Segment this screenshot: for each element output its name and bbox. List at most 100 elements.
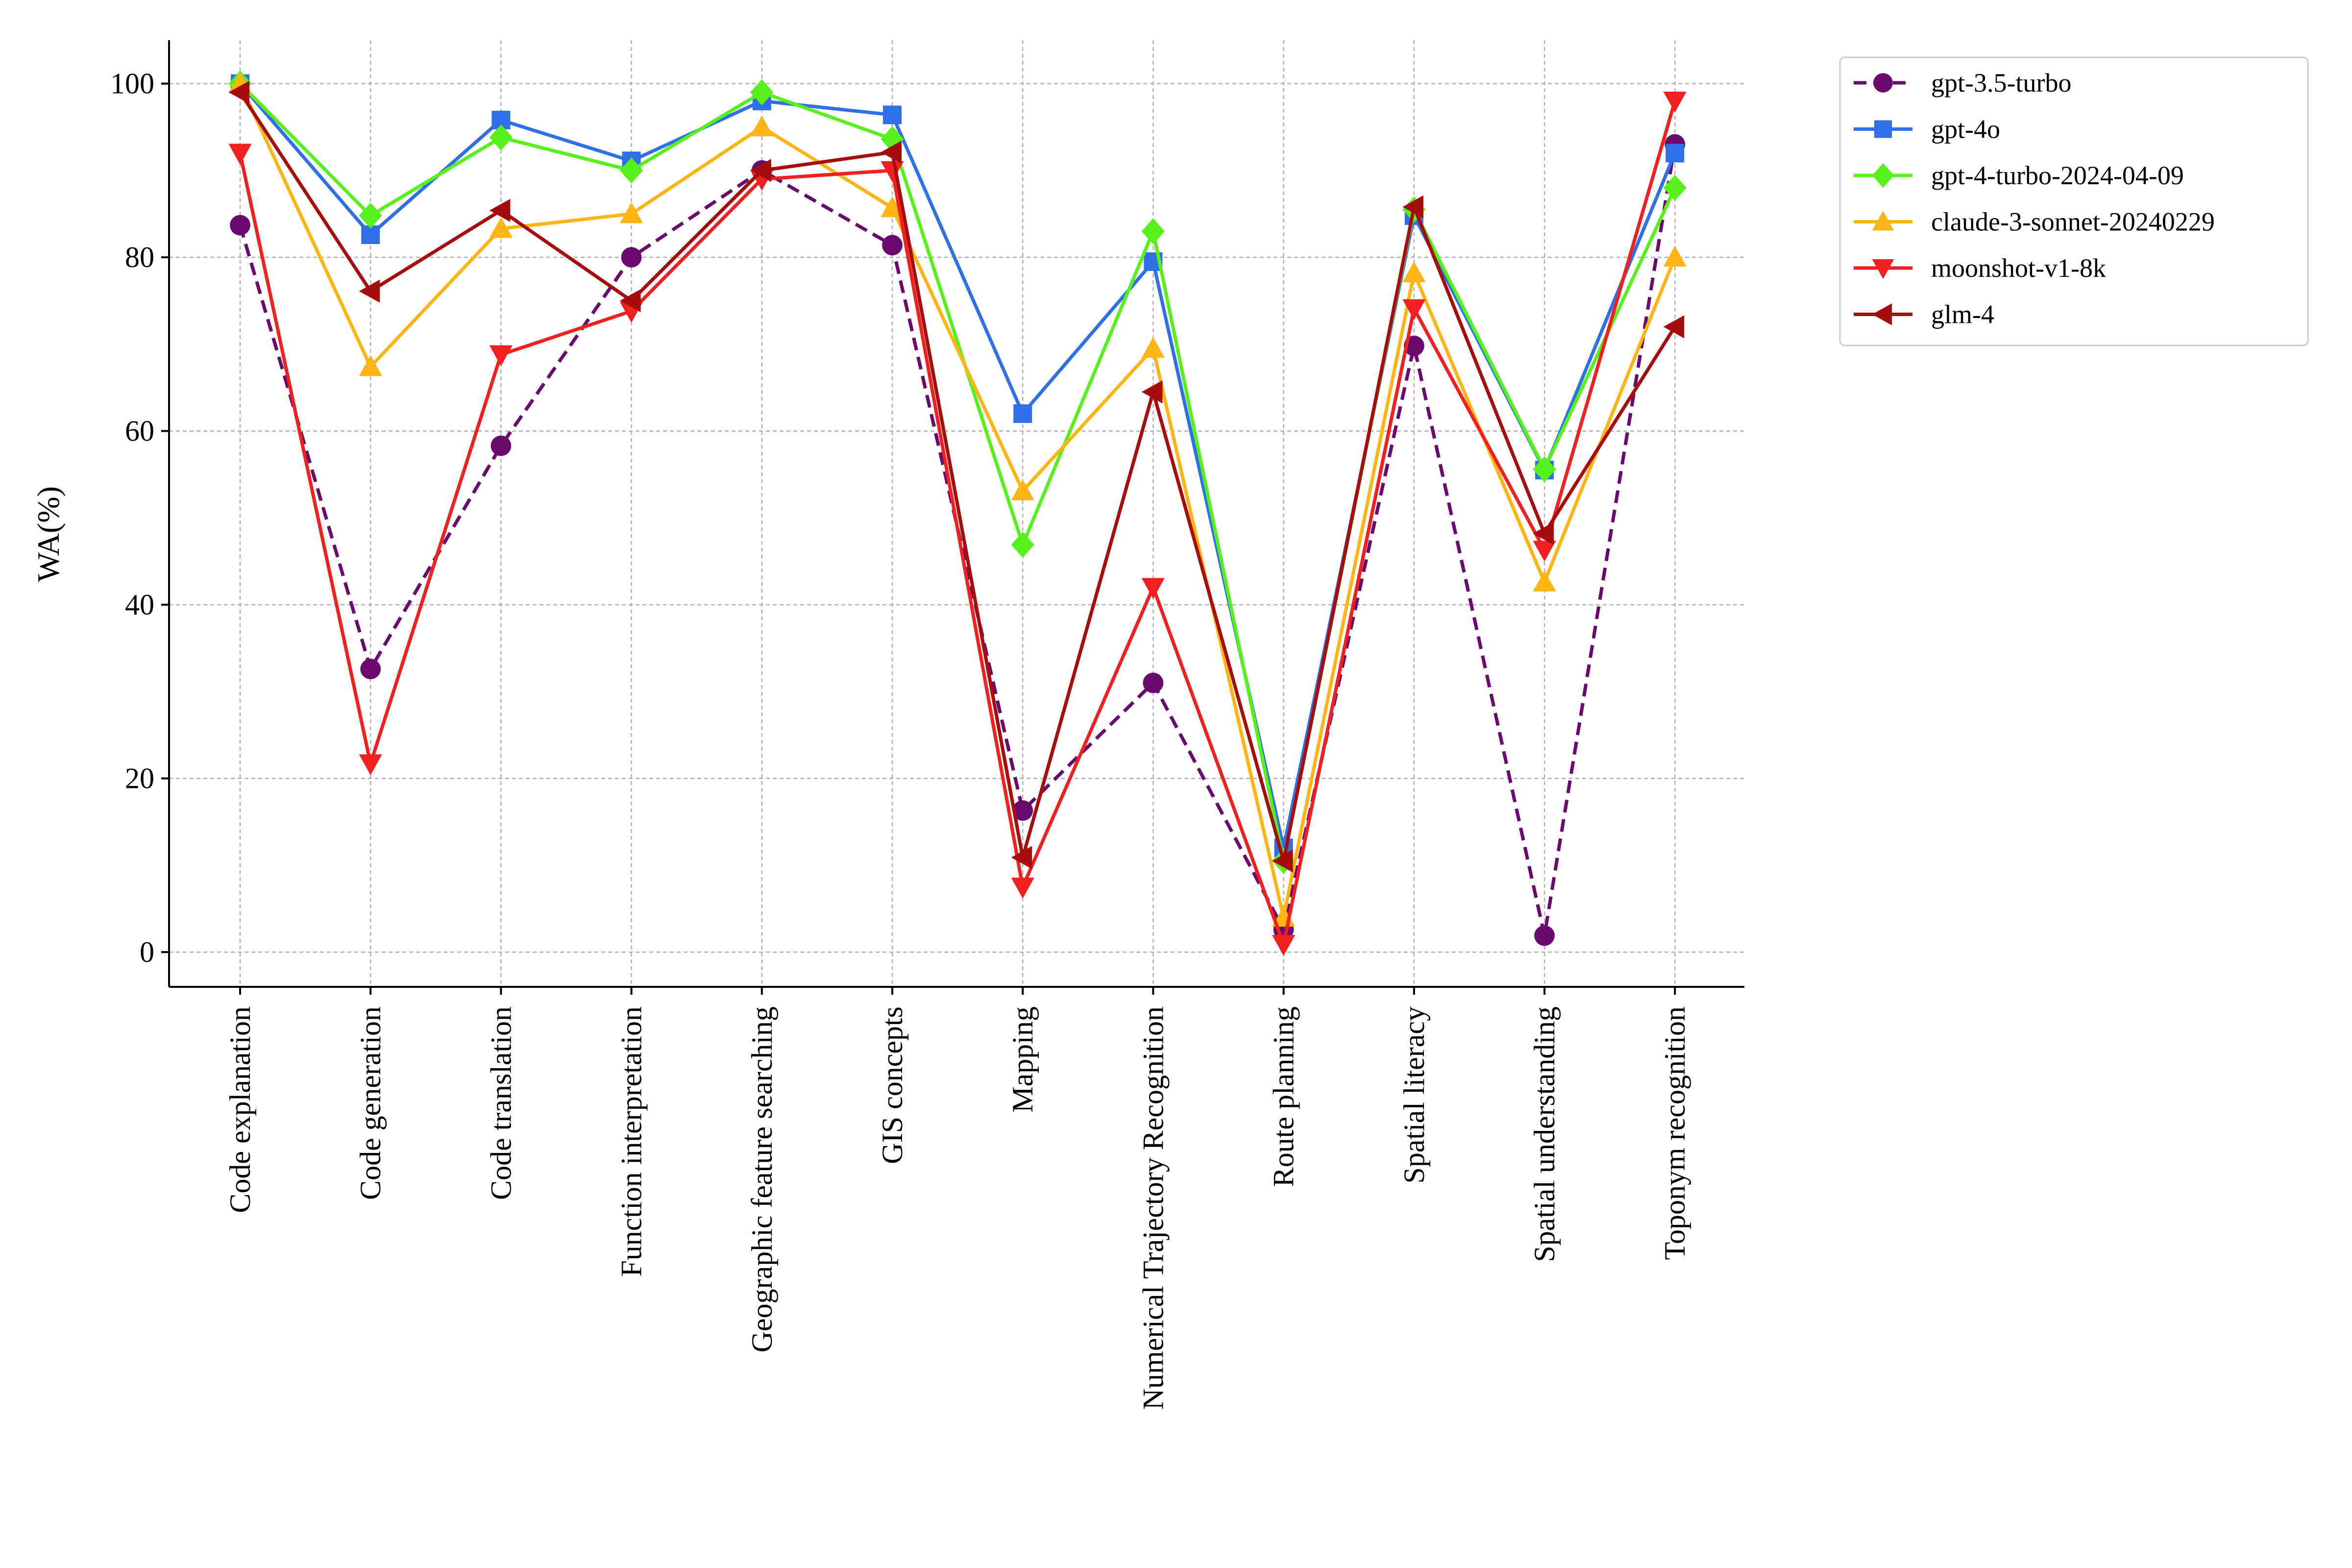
- x-tick-label: Code explanation: [224, 1006, 256, 1213]
- y-tick-label: 20: [125, 762, 154, 795]
- legend-swatch-marker: [1872, 259, 1894, 279]
- data-point: [1402, 195, 1423, 219]
- data-point: [359, 202, 382, 229]
- data-point: [1533, 540, 1556, 562]
- legend-label: glm-4: [1931, 300, 1994, 329]
- legend-swatch-marker: [1872, 211, 1894, 231]
- data-point: [1011, 846, 1032, 869]
- legend-label: gpt-4-turbo-2024-04-09: [1931, 161, 2184, 190]
- x-tick-label: Geographic feature searching: [746, 1006, 778, 1352]
- data-point: [1143, 672, 1164, 693]
- data-point: [360, 659, 381, 680]
- x-tick-label: Spatial literacy: [1398, 1006, 1430, 1184]
- legend-item: gpt-4-turbo-2024-04-09: [1854, 161, 2184, 190]
- data-point: [881, 196, 904, 218]
- tick-labels: 0 20 40 60 80 100 Code explanation Code generat…: [110, 68, 1691, 1410]
- y-tick-label: 40: [125, 588, 154, 621]
- series-line: [238, 83, 1677, 919]
- y-axis-label: WA(%): [31, 486, 66, 582]
- data-point: [1533, 456, 1556, 483]
- data-point: [620, 202, 643, 223]
- data-point: [359, 355, 382, 376]
- data-point: [1663, 315, 1685, 339]
- series-layer: [228, 71, 1687, 956]
- series-claude-3-sonnet-20240229: [228, 72, 1687, 927]
- y-tick-label: 60: [125, 415, 154, 447]
- legend: gpt-3.5-turbo gpt-4o gpt-4-turbo-2024-04-0…: [1839, 56, 2309, 346]
- data-point: [621, 247, 642, 268]
- data-point: [1533, 522, 1554, 545]
- series-line: [239, 91, 1677, 863]
- legend-item: glm-4: [1854, 300, 1994, 329]
- data-point: [1011, 479, 1034, 500]
- x-tick-label: Mapping: [1006, 1006, 1039, 1113]
- legend-label: claude-3-sonnet-20240229: [1931, 207, 2215, 237]
- legend-item: gpt-4o: [1854, 115, 2000, 144]
- data-point: [1141, 218, 1165, 245]
- x-tick-label: GIS concepts: [876, 1006, 908, 1164]
- data-point: [1533, 570, 1556, 592]
- data-point: [750, 79, 774, 105]
- data-point: [1663, 174, 1687, 201]
- x-tick-label: Route planning: [1268, 1006, 1300, 1187]
- axes: [161, 40, 1744, 995]
- legend-swatch-marker: [1872, 303, 1892, 325]
- data-point: [1534, 925, 1555, 946]
- data-point: [1141, 380, 1163, 404]
- x-tick-label: Spatial understanding: [1528, 1006, 1561, 1262]
- data-point: [750, 115, 774, 137]
- data-point: [1141, 578, 1165, 599]
- x-tick-label: Code generation: [354, 1006, 387, 1200]
- legend-swatch-marker: [1874, 120, 1892, 138]
- y-tick-label: 0: [140, 936, 154, 968]
- series-glm-4: [228, 80, 1685, 873]
- data-point: [881, 161, 904, 182]
- legend-label: gpt-3.5-turbo: [1931, 68, 2071, 98]
- data-point: [489, 217, 513, 238]
- legend-label: moonshot-v1-8k: [1931, 253, 2106, 283]
- legend-item: gpt-3.5-turbo: [1854, 68, 2071, 98]
- legend-swatch-marker: [1872, 163, 1894, 188]
- legend-item: moonshot-v1-8k: [1854, 253, 2106, 283]
- data-point: [1402, 261, 1426, 283]
- data-point: [620, 157, 643, 184]
- data-point: [750, 159, 771, 182]
- data-point: [359, 754, 382, 776]
- data-point: [1013, 404, 1032, 423]
- data-point: [882, 235, 903, 256]
- series-line: [238, 100, 1677, 946]
- data-point: [489, 345, 513, 367]
- series-line: [238, 144, 1677, 937]
- data-point: [1011, 532, 1034, 558]
- data-point: [228, 80, 249, 104]
- data-point: [1666, 144, 1685, 163]
- data-point: [1012, 800, 1033, 821]
- legend-box: [1839, 56, 2309, 346]
- x-tick-label: Toponym recognition: [1659, 1006, 1691, 1260]
- data-point: [359, 279, 380, 303]
- data-point: [1663, 245, 1687, 267]
- x-tick-label: Code translation: [485, 1006, 517, 1200]
- y-tick-label: 100: [110, 68, 154, 100]
- data-point: [1272, 935, 1296, 956]
- y-tick-label: 80: [125, 241, 154, 273]
- data-point: [883, 105, 902, 124]
- data-point: [1663, 92, 1687, 113]
- legend-swatch-marker: [1873, 73, 1893, 93]
- data-point: [230, 215, 250, 236]
- data-point: [881, 141, 902, 164]
- data-point: [228, 144, 252, 165]
- data-point: [489, 124, 513, 151]
- series-line: [239, 82, 1677, 863]
- data-point: [1272, 849, 1293, 873]
- data-point: [490, 435, 512, 456]
- data-point: [1402, 299, 1426, 320]
- data-point: [1141, 337, 1165, 358]
- x-tick-label: Function interpretation: [615, 1006, 648, 1277]
- data-point: [489, 198, 511, 222]
- data-point: [620, 289, 641, 313]
- legend-item: claude-3-sonnet-20240229: [1854, 207, 2215, 237]
- data-point: [1011, 878, 1034, 899]
- x-tick-label: Numerical Trajectory Recognition: [1137, 1006, 1169, 1410]
